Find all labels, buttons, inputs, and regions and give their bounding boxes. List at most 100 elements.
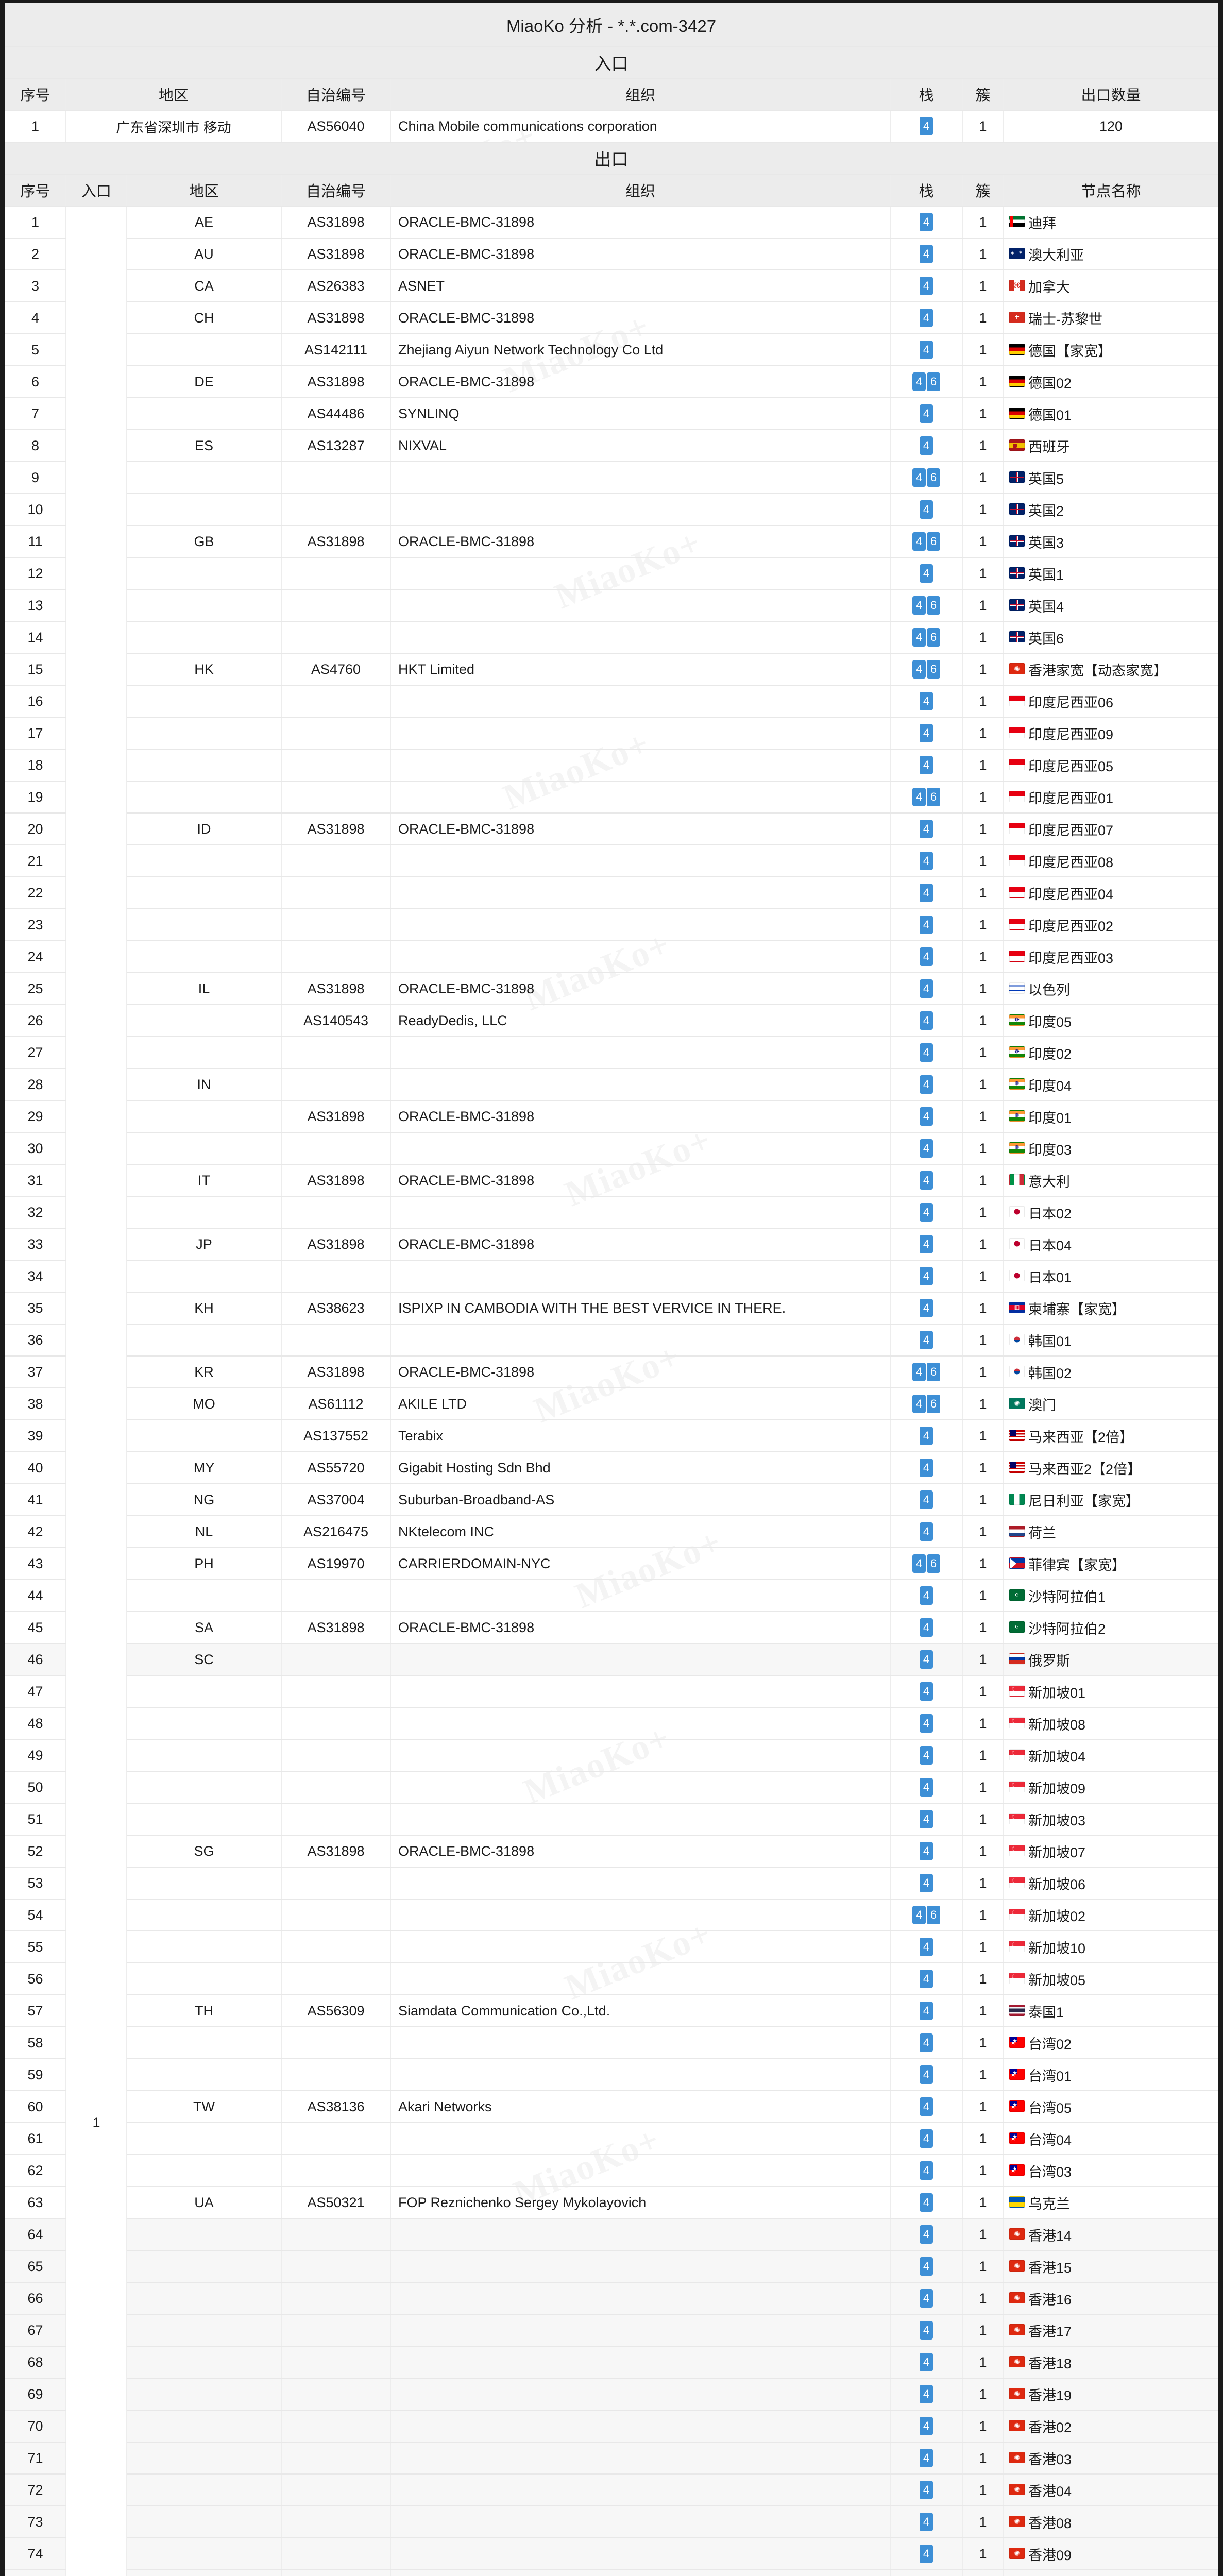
stack-badge[interactable]: 6 bbox=[927, 1906, 940, 1924]
row-node-name[interactable]: 英国5 bbox=[1004, 462, 1218, 494]
stack-badge[interactable]: 4 bbox=[920, 916, 933, 934]
row-node-name[interactable]: ✺ 香港14 bbox=[1004, 2218, 1218, 2251]
stack-badge[interactable]: 4 bbox=[920, 1459, 933, 1477]
stack-badge[interactable]: 4 bbox=[920, 1235, 933, 1253]
row-node-name[interactable]: 德国01 bbox=[1004, 398, 1218, 430]
stack-badge[interactable]: 4 bbox=[920, 2417, 933, 2435]
stack-badge[interactable]: 4 bbox=[920, 2385, 933, 2403]
stack-badge[interactable]: 4 bbox=[920, 756, 933, 774]
row-node-name[interactable]: ★ ★ 台湾05 bbox=[1004, 2091, 1218, 2123]
table-row[interactable]: 38 MO AS61112 AKILE LTD 4 6 1 ✺ 澳门 bbox=[5, 1388, 1218, 1420]
stack-badge[interactable]: 4 bbox=[920, 1043, 933, 1062]
table-row[interactable]: 8 ES AS13287 NIXVAL 4 1 西班牙 bbox=[5, 430, 1218, 462]
row-node-name[interactable]: ✺ 香港18 bbox=[1004, 2346, 1218, 2379]
row-node-name[interactable]: ✺ 香港03 bbox=[1004, 2442, 1218, 2475]
stack-badge[interactable]: 4 bbox=[912, 532, 926, 551]
table-row[interactable]: 1 1 AE AS31898 ORACLE-BMC-31898 4 1 迪拜 bbox=[5, 206, 1218, 2576]
stack-badge[interactable]: 4 bbox=[920, 277, 933, 295]
stack-badge[interactable]: 4 bbox=[912, 788, 926, 806]
table-row[interactable]: 37 KR AS31898 ORACLE-BMC-31898 4 6 1 韩国02 bbox=[5, 1356, 1218, 1388]
row-node-name[interactable]: 印度尼西亚02 bbox=[1004, 909, 1218, 941]
stack-badge[interactable]: 6 bbox=[927, 1554, 940, 1573]
table-row[interactable]: 59 4 1 ★ ★ 台湾01 bbox=[5, 2059, 1218, 2091]
table-row[interactable]: 70 4 1 ✺ 香港02 bbox=[5, 2410, 1218, 2443]
row-node-name[interactable]: ☸ 印度03 bbox=[1004, 1132, 1218, 1165]
stack-badge[interactable]: 4 bbox=[920, 2289, 933, 2308]
row-node-name[interactable]: ☸ 印度02 bbox=[1004, 1037, 1218, 1069]
row-node-name[interactable]: ✶ ✶ 澳大利亚 bbox=[1004, 238, 1218, 270]
row-node-name[interactable]: 韩国02 bbox=[1004, 1356, 1218, 1388]
table-row[interactable]: 25 IL AS31898 ORACLE-BMC-31898 4 1 以色列 bbox=[5, 973, 1218, 1005]
row-node-name[interactable]: ▥ 柬埔寨【家宽】 bbox=[1004, 1292, 1218, 1325]
table-row[interactable]: 36 4 1 韩国01 bbox=[5, 1324, 1218, 1357]
row-node-name[interactable]: 马来西亚2【2倍】 bbox=[1004, 1452, 1218, 1484]
stack-badge[interactable]: 4 bbox=[920, 820, 933, 838]
row-node-name[interactable]: ☪ 沙特阿拉伯1 bbox=[1004, 1580, 1218, 1612]
row-node-name[interactable]: ☸ 印度04 bbox=[1004, 1069, 1218, 1101]
table-row[interactable]: 68 4 1 ✺ 香港18 bbox=[5, 2346, 1218, 2379]
row-node-name[interactable]: ✺ 香港09 bbox=[1004, 2538, 1218, 2570]
table-row[interactable]: 15 HK AS4760 HKT Limited 4 6 1 ✺ 香港家宽【动态家宽】 bbox=[5, 653, 1218, 686]
table-row[interactable]: 21 4 1 印度尼西亚08 bbox=[5, 845, 1218, 877]
table-row[interactable]: 4 CH AS31898 ORACLE-BMC-31898 4 1 + 瑞士-苏黎世 bbox=[5, 302, 1218, 334]
table-row[interactable]: 51 4 1 ☾ 新加坡03 bbox=[5, 1803, 1218, 1836]
row-node-name[interactable]: ★ ★ 台湾04 bbox=[1004, 2123, 1218, 2155]
stack-badge[interactable]: 4 bbox=[920, 213, 933, 231]
table-row[interactable]: 49 4 1 ☾ 新加坡04 bbox=[5, 1739, 1218, 1772]
table-row[interactable]: 22 4 1 印度尼西亚04 bbox=[5, 877, 1218, 909]
row-node-name[interactable]: ☾ 新加坡10 bbox=[1004, 1931, 1218, 1963]
row-node-name[interactable]: ☾ 新加坡08 bbox=[1004, 1707, 1218, 1740]
table-row[interactable]: 75 41✺香港10 bbox=[5, 2570, 1218, 2576]
stack-badge[interactable]: 4 bbox=[920, 2513, 933, 2531]
stack-badge[interactable]: 4 bbox=[920, 309, 933, 327]
table-row[interactable]: 61 4 1 ★ ★ 台湾04 bbox=[5, 2123, 1218, 2155]
row-node-name[interactable]: 印度尼西亚07 bbox=[1004, 813, 1218, 845]
stack-badge[interactable]: 4 bbox=[912, 628, 926, 647]
table-row[interactable]: 66 4 1 ✺ 香港16 bbox=[5, 2282, 1218, 2315]
row-node-name[interactable]: 英国4 bbox=[1004, 589, 1218, 622]
row-node-name[interactable]: 迪拜 bbox=[1004, 206, 1218, 239]
row-node-name[interactable]: 日本01 bbox=[1004, 1260, 1218, 1293]
row-node-name[interactable]: 泰国1 bbox=[1004, 1995, 1218, 2027]
stack-badge[interactable]: 4 bbox=[920, 947, 933, 966]
stack-badge[interactable]: 4 bbox=[920, 1810, 933, 1828]
table-row[interactable]: 63 UA AS50321 FOP Reznichenko Sergey Mykola… bbox=[5, 2187, 1218, 2219]
stack-badge[interactable]: 4 bbox=[920, 1970, 933, 1988]
table-row[interactable]: 45 SA AS31898 ORACLE-BMC-31898 4 1 ☪ 沙特阿拉伯2 bbox=[5, 1612, 1218, 1644]
row-node-name[interactable]: 日本04 bbox=[1004, 1228, 1218, 1261]
stack-badge[interactable]: 4 bbox=[920, 117, 933, 135]
stack-badge[interactable]: 4 bbox=[920, 1427, 933, 1445]
table-row[interactable]: 64 4 1 ✺ 香港14 bbox=[5, 2218, 1218, 2251]
stack-badge[interactable]: 4 bbox=[912, 468, 926, 487]
table-row[interactable]: 74 4 1 ✺ 香港09 bbox=[5, 2538, 1218, 2570]
row-node-name[interactable]: ✺ 香港04 bbox=[1004, 2474, 1218, 2506]
row-node-name[interactable]: 韩国01 bbox=[1004, 1324, 1218, 1357]
row-node-name[interactable]: ☾ 新加坡09 bbox=[1004, 1771, 1218, 1804]
stack-badge[interactable]: 4 bbox=[920, 1522, 933, 1541]
table-row[interactable]: 7 AS44486 SYNLINQ 4 1 德国01 bbox=[5, 398, 1218, 430]
table-row[interactable]: 19 4 6 1 印度尼西亚01 bbox=[5, 781, 1218, 814]
row-node-name[interactable]: 马来西亚【2倍】 bbox=[1004, 1420, 1218, 1452]
table-row[interactable]: 58 4 1 ★ ★ 台湾02 bbox=[5, 2027, 1218, 2059]
table-row[interactable]: 65 4 1 ✺ 香港15 bbox=[5, 2250, 1218, 2283]
stack-badge[interactable]: 4 bbox=[920, 1490, 933, 1509]
row-node-name[interactable]: 乌克兰 bbox=[1004, 2187, 1218, 2219]
row-node-name[interactable]: ☾ 新加坡02 bbox=[1004, 1899, 1218, 1931]
row-node-name[interactable]: ☾ 新加坡05 bbox=[1004, 1963, 1218, 1995]
stack-badge[interactable]: 4 bbox=[920, 2257, 933, 2276]
table-row[interactable]: 73 4 1 ✺ 香港08 bbox=[5, 2506, 1218, 2538]
stack-badge[interactable]: 6 bbox=[927, 468, 940, 487]
row-node-name[interactable]: ★ ★ 台湾03 bbox=[1004, 2155, 1218, 2187]
table-row[interactable]: 6 DE AS31898 ORACLE-BMC-31898 4 6 1 德国02 bbox=[5, 366, 1218, 398]
table-row[interactable]: 60 TW AS38136 Akari Networks 4 1 ★ ★ 台湾05 bbox=[5, 2091, 1218, 2123]
stack-badge[interactable]: 6 bbox=[927, 1395, 940, 1413]
stack-badge[interactable]: 4 bbox=[920, 341, 933, 359]
stack-badge[interactable]: 4 bbox=[920, 2193, 933, 2212]
row-node-name[interactable]: ☾ 新加坡01 bbox=[1004, 1675, 1218, 1708]
row-node-name[interactable]: ✺ 澳门 bbox=[1004, 1388, 1218, 1420]
stack-badge[interactable]: 4 bbox=[912, 372, 926, 391]
row-node-name[interactable]: 印度尼西亚05 bbox=[1004, 749, 1218, 782]
stack-badge[interactable]: 4 bbox=[912, 1363, 926, 1381]
table-row[interactable]: 43 PH AS19970 CARRIERDOMAIN-NYC 4 6 1 菲律宾【家宽】 bbox=[5, 1548, 1218, 1580]
stack-badge[interactable]: 4 bbox=[920, 436, 933, 455]
